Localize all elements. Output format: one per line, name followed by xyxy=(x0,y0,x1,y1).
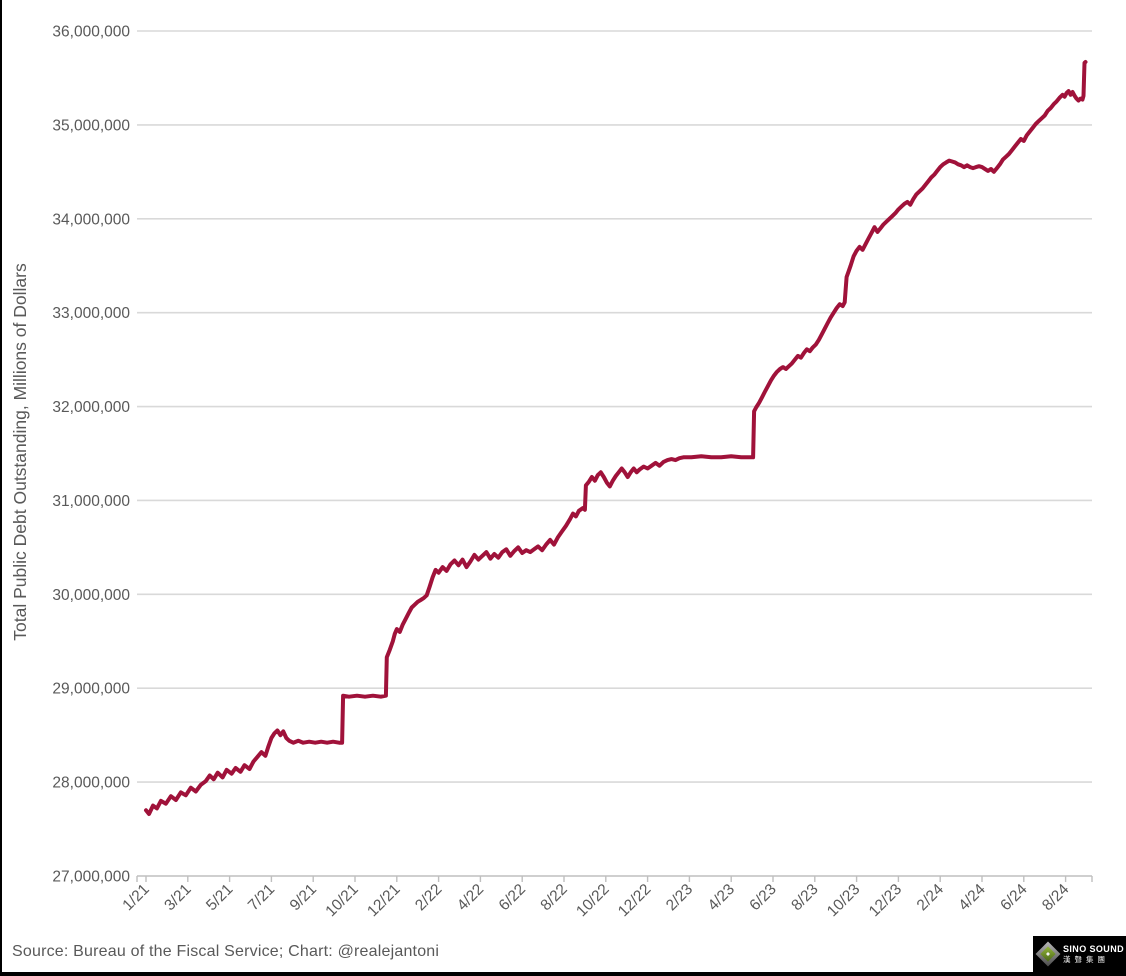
x-tick-label: 10/21 xyxy=(322,881,361,920)
y-tick-label: 34,000,000 xyxy=(52,211,130,228)
y-tick-label: 31,000,000 xyxy=(52,493,130,510)
x-tick-label: 9/21 xyxy=(287,881,320,914)
logo-diamond-icon xyxy=(1035,941,1061,967)
y-axis-title: Total Public Debt Outstanding, Millions … xyxy=(10,263,30,641)
x-tick-label: 2/23 xyxy=(663,881,696,914)
logo-brand-chinese: 漢聲集團 xyxy=(1063,954,1109,964)
y-tick-label: 36,000,000 xyxy=(52,24,130,41)
y-tick-label: 27,000,000 xyxy=(52,869,130,886)
x-tick-label: 5/21 xyxy=(203,881,236,914)
x-tick-label: 2/24 xyxy=(914,881,948,915)
x-tick-label: 3/21 xyxy=(161,881,194,914)
x-tick-label: 12/23 xyxy=(866,881,905,920)
x-tick-label: 4/23 xyxy=(705,881,738,914)
x-tick-label: 10/22 xyxy=(573,881,612,920)
sino-sound-logo: SINO SOUND 漢聲集團 xyxy=(1033,936,1126,972)
x-axis-labels: 1/21 3/21 5/21 7/21 9/21 10/21 12/21 2/22 4/22 6/… xyxy=(119,881,1072,921)
y-axis-labels: 27,000,000 28,000,000 29,000,000 30,000,000… xyxy=(52,24,130,886)
source-caption: Source: Bureau of the Fiscal Service; Ch… xyxy=(12,943,440,960)
y-tick-label: 29,000,000 xyxy=(52,681,130,698)
x-tick-label: 8/24 xyxy=(1039,881,1073,915)
x-tick-label: 2/22 xyxy=(412,881,445,914)
x-tick-label: 4/22 xyxy=(454,881,487,914)
x-tick-label: 6/22 xyxy=(496,881,529,914)
y-tick-label: 28,000,000 xyxy=(52,775,130,792)
x-axis xyxy=(136,875,1093,882)
y-tick-label: 33,000,000 xyxy=(52,305,130,322)
x-tick-label: 8/23 xyxy=(788,881,821,914)
y-tick-label: 30,000,000 xyxy=(52,587,130,604)
logo-brand-text: SINO SOUND xyxy=(1063,943,1125,954)
y-tick-label: 35,000,000 xyxy=(52,117,130,134)
debt-series-line xyxy=(144,60,1088,816)
x-tick-label: 1/21 xyxy=(119,881,152,914)
x-tick-label: 12/22 xyxy=(615,881,654,920)
x-tick-label: 7/21 xyxy=(245,881,278,914)
debt-line-chart: 27,000,000 28,000,000 29,000,000 30,000,000… xyxy=(10,24,1093,921)
x-tick-label: 10/23 xyxy=(824,881,863,920)
x-tick-label: 12/21 xyxy=(364,881,403,920)
x-tick-label: 4/24 xyxy=(955,881,989,915)
x-tick-label: 6/23 xyxy=(746,881,779,914)
gridlines xyxy=(137,30,1092,783)
x-tick-label: 8/22 xyxy=(537,881,570,914)
x-tick-label: 6/24 xyxy=(997,881,1031,915)
y-tick-label: 32,000,000 xyxy=(52,399,130,416)
